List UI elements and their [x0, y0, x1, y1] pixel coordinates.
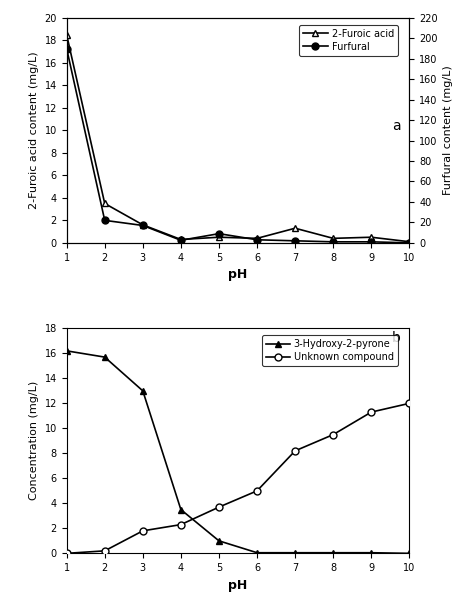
2-Furoic acid [292, 225, 298, 232]
2-Furoic acid [330, 235, 336, 242]
Unknown compound [292, 447, 298, 455]
3-Hydroxy-2-pyrone [216, 537, 222, 544]
Line: Furfural: Furfural [63, 45, 413, 246]
2-Furoic acid [140, 221, 146, 228]
Unknown compound [178, 521, 184, 528]
Unknown compound [140, 527, 146, 534]
Line: 3-Hydroxy-2-pyrone: 3-Hydroxy-2-pyrone [63, 347, 413, 557]
Unknown compound [407, 400, 412, 407]
Y-axis label: 2-Furoic acid content (mg/L): 2-Furoic acid content (mg/L) [29, 52, 39, 209]
Unknown compound [368, 409, 374, 416]
X-axis label: pH: pH [228, 268, 248, 281]
Unknown compound [64, 550, 69, 557]
Furfural [254, 236, 260, 243]
Furfural [330, 238, 336, 245]
X-axis label: pH: pH [228, 578, 248, 591]
Line: Unknown compound: Unknown compound [63, 400, 413, 557]
Furfural [140, 222, 146, 229]
3-Hydroxy-2-pyrone [178, 506, 184, 513]
3-Hydroxy-2-pyrone [102, 353, 108, 361]
Legend: 3-Hydroxy-2-pyrone, Unknown compound: 3-Hydroxy-2-pyrone, Unknown compound [262, 336, 397, 366]
Text: a: a [392, 119, 401, 133]
3-Hydroxy-2-pyrone [140, 387, 146, 394]
Unknown compound [330, 431, 336, 438]
Furfural [102, 217, 108, 224]
Line: 2-Furoic acid: 2-Furoic acid [63, 32, 413, 245]
Furfural [368, 238, 374, 245]
3-Hydroxy-2-pyrone [407, 550, 412, 557]
Furfural [64, 45, 69, 52]
Text: b: b [392, 331, 401, 345]
Legend: 2-Furoic acid, Furfural: 2-Furoic acid, Furfural [299, 25, 397, 56]
2-Furoic acid [178, 236, 184, 243]
Unknown compound [254, 487, 260, 494]
3-Hydroxy-2-pyrone [292, 549, 298, 556]
2-Furoic acid [102, 200, 108, 207]
Furfural [178, 237, 184, 244]
Y-axis label: Concentration (mg/L): Concentration (mg/L) [29, 381, 39, 500]
3-Hydroxy-2-pyrone [330, 549, 336, 556]
Unknown compound [102, 547, 108, 555]
2-Furoic acid [254, 235, 260, 242]
2-Furoic acid [407, 238, 412, 245]
Furfural [216, 230, 222, 237]
Furfural [292, 237, 298, 245]
Furfural [407, 239, 412, 246]
2-Furoic acid [64, 31, 69, 38]
3-Hydroxy-2-pyrone [64, 347, 69, 355]
3-Hydroxy-2-pyrone [368, 549, 374, 556]
2-Furoic acid [216, 234, 222, 241]
3-Hydroxy-2-pyrone [254, 549, 260, 556]
Unknown compound [216, 503, 222, 511]
Y-axis label: Furfural content (mg/L): Furfural content (mg/L) [443, 65, 453, 195]
2-Furoic acid [368, 234, 374, 241]
